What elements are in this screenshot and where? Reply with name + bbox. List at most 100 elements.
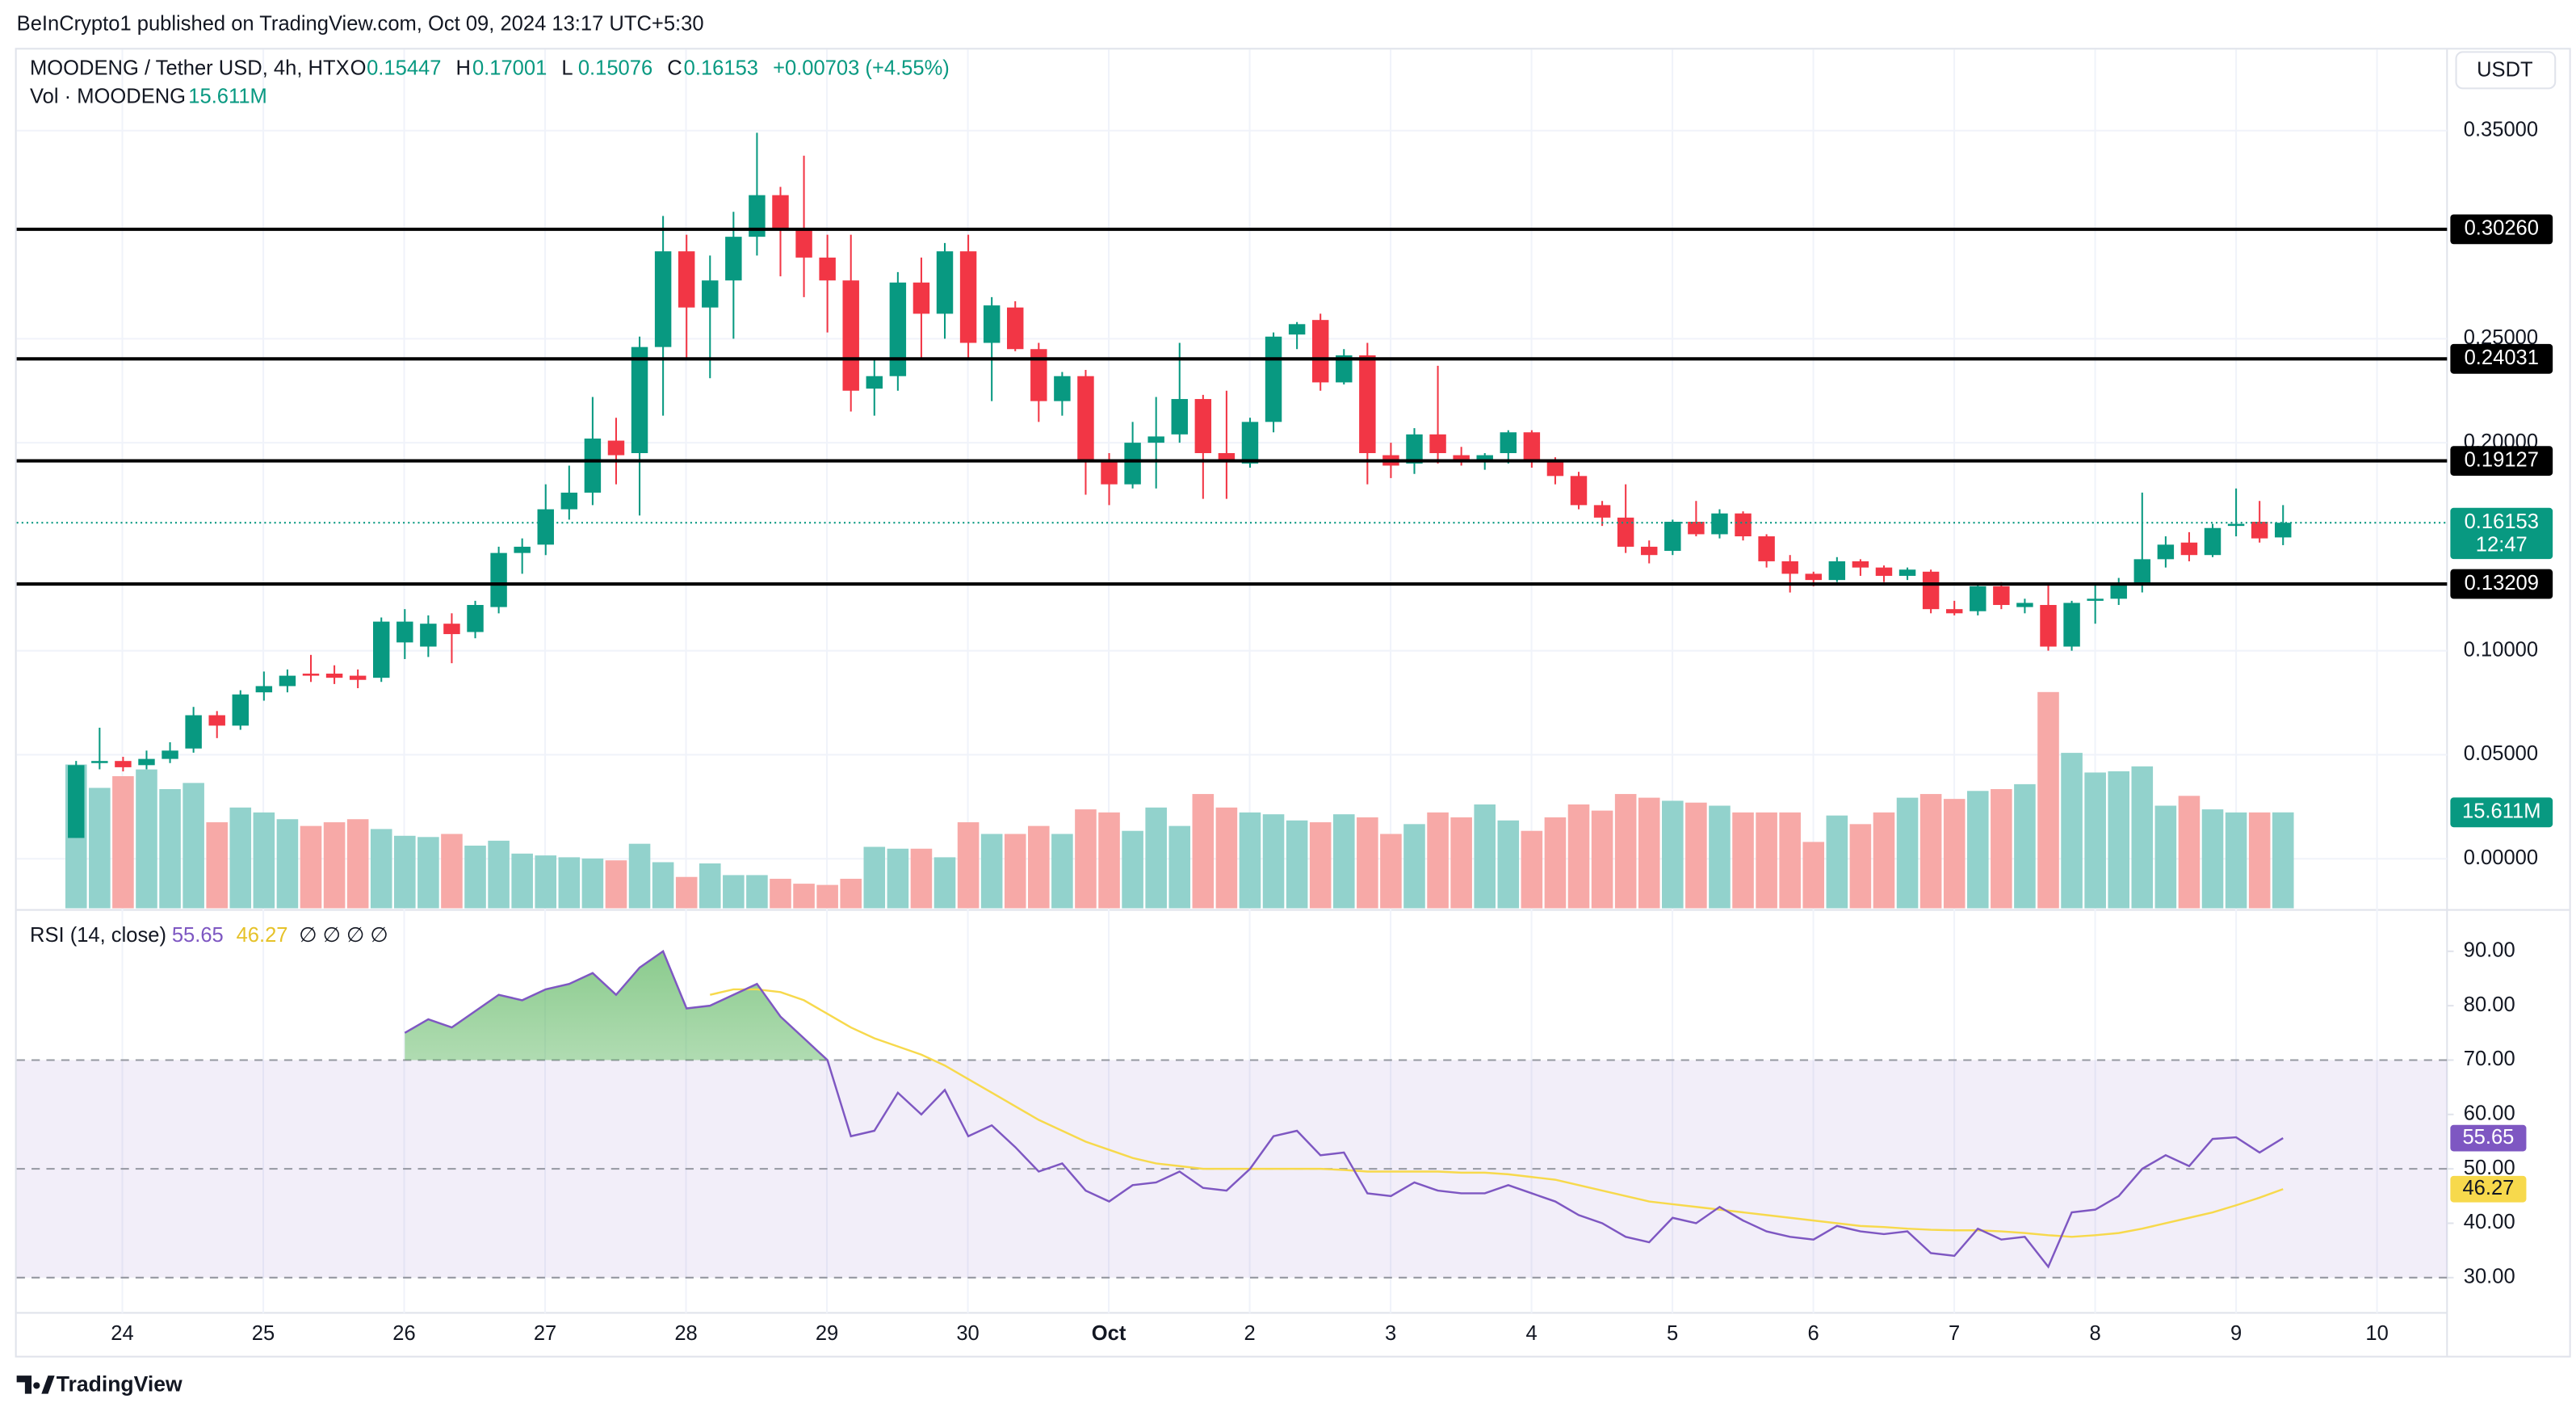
ohlc-key: C bbox=[667, 57, 682, 80]
rsi-tick-label: 30.00 bbox=[2464, 1266, 2515, 1288]
volume-bar bbox=[1779, 812, 1801, 909]
candle-body bbox=[1007, 307, 1024, 350]
candle-body bbox=[443, 624, 460, 635]
candle-body bbox=[325, 674, 343, 678]
volume-bar bbox=[863, 846, 886, 909]
candle-body bbox=[1852, 561, 1869, 568]
volume-bar bbox=[2084, 772, 2106, 909]
candle-body bbox=[654, 251, 672, 347]
candle-body bbox=[1171, 399, 1188, 435]
candle-body bbox=[1593, 505, 1611, 518]
volume-bar bbox=[206, 822, 228, 909]
candle-body bbox=[1101, 459, 1118, 485]
candle-body bbox=[2016, 603, 2033, 607]
volume-bar bbox=[933, 857, 956, 909]
volume-bar bbox=[605, 860, 627, 909]
volume-bar bbox=[1826, 815, 1848, 909]
candle-body bbox=[560, 492, 578, 510]
level-label: 0.13209 bbox=[2465, 572, 2539, 594]
candle-body bbox=[2227, 523, 2245, 527]
volume-bar bbox=[346, 819, 369, 909]
level-label-box bbox=[2450, 343, 2553, 374]
volume-bar bbox=[1450, 817, 1472, 909]
volume-bar bbox=[980, 834, 1003, 909]
volume-bar bbox=[1427, 812, 1449, 909]
volume-bar bbox=[746, 875, 768, 909]
volume-bar bbox=[1943, 799, 1966, 909]
volume-bar bbox=[1098, 812, 1120, 909]
frame bbox=[15, 48, 2571, 1358]
volume-bar bbox=[535, 855, 557, 909]
ohlc-value: 0.17001 bbox=[472, 57, 547, 80]
volume-bar bbox=[957, 822, 980, 909]
volume-bar bbox=[723, 875, 745, 909]
volume-bar bbox=[581, 858, 604, 909]
candle-body bbox=[913, 282, 930, 314]
volume-bar bbox=[89, 788, 111, 909]
candle-body bbox=[1641, 546, 1658, 556]
volume-bar bbox=[441, 834, 463, 909]
volume-bar bbox=[1168, 825, 1191, 909]
x-tick-label: 5 bbox=[1667, 1322, 1678, 1345]
volume-bar bbox=[1873, 812, 1895, 909]
volume-bar bbox=[2131, 766, 2154, 909]
x-tick-label: 3 bbox=[1385, 1322, 1396, 1345]
level-label-box bbox=[2450, 446, 2553, 477]
publisher: BeInCrypto1 published on TradingView.com… bbox=[17, 12, 704, 35]
rsi-tick-label: 70.00 bbox=[2464, 1048, 2515, 1070]
candle-body bbox=[1500, 432, 1517, 453]
candle-body bbox=[1945, 609, 1963, 614]
candle-body bbox=[1664, 521, 1681, 552]
candle-body bbox=[1781, 561, 1798, 574]
volume-bar bbox=[1075, 809, 1097, 909]
candle-body bbox=[1077, 376, 1094, 460]
candle-body bbox=[255, 686, 273, 693]
volume-bar bbox=[2061, 753, 2083, 909]
candle-body bbox=[91, 761, 108, 763]
currency[interactable]: USDT bbox=[2477, 59, 2533, 82]
candle-body bbox=[279, 675, 296, 687]
volume-label: 15.611M bbox=[2462, 800, 2541, 823]
volume-bar bbox=[1709, 805, 1731, 909]
volume-bar bbox=[2154, 805, 2177, 909]
candle-body bbox=[584, 438, 602, 493]
ohlc-value: +0.00703 (+4.55%) bbox=[773, 57, 950, 80]
candle-body bbox=[302, 674, 320, 676]
candle-body bbox=[373, 621, 390, 678]
candle-body bbox=[1147, 436, 1164, 443]
candle-body bbox=[1124, 443, 1141, 485]
rsi-tick-label: 40.00 bbox=[2464, 1211, 2515, 1233]
candle-body bbox=[1617, 517, 1634, 547]
candle-body bbox=[208, 715, 225, 726]
x-tick-label: 30 bbox=[956, 1322, 979, 1345]
rsi-value-label: 55.65 bbox=[2462, 1126, 2514, 1149]
candle-body bbox=[1406, 434, 1423, 464]
candle-body bbox=[162, 750, 178, 759]
volume-bar bbox=[1614, 794, 1637, 909]
volume-bar bbox=[1380, 834, 1402, 909]
x-tick-label: 26 bbox=[392, 1322, 415, 1345]
volume-bar bbox=[840, 879, 862, 909]
candle-body bbox=[1336, 355, 1353, 383]
candle-body bbox=[819, 257, 836, 281]
volume-bar bbox=[1332, 814, 1355, 909]
currency-button[interactable] bbox=[2455, 51, 2557, 90]
countdown: 12:47 bbox=[2476, 534, 2528, 556]
candle-body bbox=[983, 305, 1001, 343]
volume-bar bbox=[628, 843, 651, 909]
candle-body bbox=[1453, 455, 1470, 460]
candle-body bbox=[1758, 536, 1775, 561]
volume-bar bbox=[2037, 691, 2059, 909]
volume-bar bbox=[1638, 797, 1660, 909]
volume-bar bbox=[1544, 817, 1567, 909]
level-label: 0.30260 bbox=[2465, 217, 2539, 240]
candle-body bbox=[1570, 476, 1588, 506]
volume-bar bbox=[652, 862, 674, 909]
y-tick-label: 0.35000 bbox=[2464, 119, 2538, 141]
rsi-overbought-fill bbox=[405, 951, 2284, 1060]
candle-body bbox=[2251, 521, 2268, 539]
candle-body bbox=[936, 251, 954, 314]
volume-bar bbox=[511, 853, 533, 909]
volume-bar bbox=[2178, 796, 2201, 909]
volume-bar bbox=[910, 848, 933, 909]
